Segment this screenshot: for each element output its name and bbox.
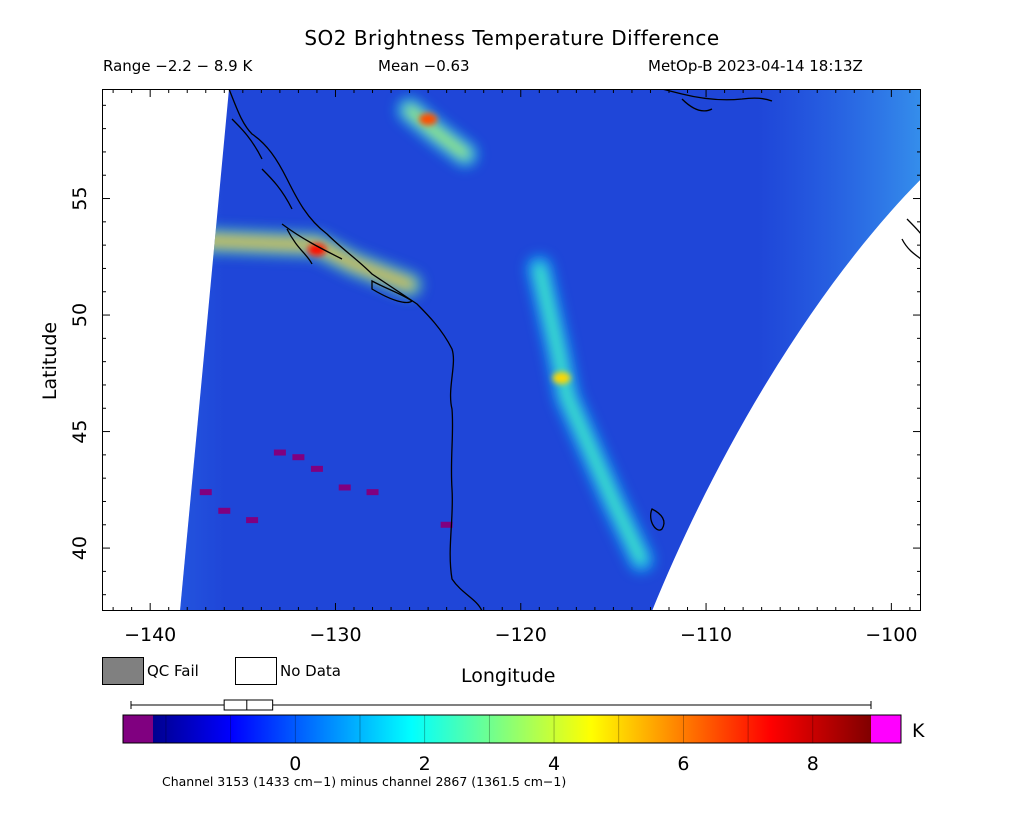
x-axis-label: Longitude xyxy=(461,665,556,687)
mean-readout: Mean −0.63 xyxy=(378,57,470,75)
negative-pixel-1 xyxy=(273,449,286,456)
map-plot xyxy=(102,89,921,611)
negative-pixel-2 xyxy=(292,454,305,461)
plume-core-1 xyxy=(201,236,415,290)
no-data-label: No Data xyxy=(280,662,341,680)
hotspot-3 xyxy=(307,243,326,256)
coastline xyxy=(228,89,921,611)
colorbar-gradient xyxy=(153,715,871,743)
no-data-swatch xyxy=(235,657,277,685)
negative-pixel-3 xyxy=(310,465,323,472)
hotspot-2 xyxy=(419,113,438,126)
negative-pixel-5 xyxy=(366,489,379,496)
chart-title: SO2 Brightness Temperature Difference xyxy=(304,26,720,50)
negative-pixel-6 xyxy=(199,489,212,496)
colorbar-under-swatch xyxy=(123,715,153,743)
qc-fail-swatch xyxy=(102,657,144,685)
colorbar-tick-label: 6 xyxy=(677,753,689,775)
colorbar-tick-label: 8 xyxy=(807,753,819,775)
colorbar-outline xyxy=(122,714,902,744)
colorbar-over-swatch xyxy=(871,715,901,743)
value-boxplot xyxy=(130,699,872,711)
colorbar-tick-label: 2 xyxy=(419,753,431,775)
negative-pixel-4 xyxy=(338,484,351,491)
colorbar-tick-label: 0 xyxy=(289,753,301,775)
boxplot-box xyxy=(223,699,274,711)
colorbar-unit: K xyxy=(912,720,925,742)
colorbar-tick-label: 4 xyxy=(548,753,560,775)
channel-footnote: Channel 3153 (1433 cm−1) minus channel 2… xyxy=(162,774,567,789)
negative-pixel-7 xyxy=(218,507,231,514)
range-readout: Range −2.2 − 8.9 K xyxy=(103,57,253,75)
map-canvas xyxy=(102,89,921,611)
plume-core-2 xyxy=(405,105,470,159)
satellite-timestamp: MetOp-B 2023-04-14 18:13Z xyxy=(648,57,863,75)
negative-pixel-8 xyxy=(246,517,259,524)
map-border xyxy=(102,89,921,611)
qc-fail-label: QC Fail xyxy=(147,662,199,680)
negative-pixel-9 xyxy=(440,521,453,528)
hotspot-1 xyxy=(552,371,571,384)
plume-core-3 xyxy=(534,263,646,565)
